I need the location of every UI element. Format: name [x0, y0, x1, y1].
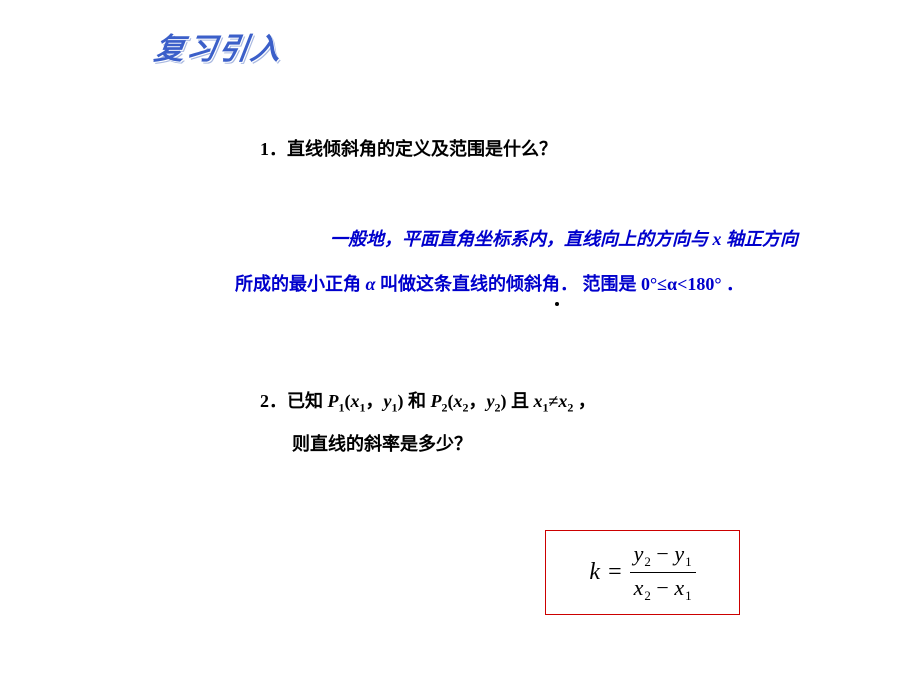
question-2-line-2: 则直线的斜率是多少？: [260, 423, 596, 466]
q2-y1: y: [384, 391, 392, 411]
q2-tail: ，: [573, 391, 596, 411]
q2-p2: P: [431, 391, 442, 411]
num-minus: −: [651, 541, 674, 566]
formula-denominator: x2 − x1: [630, 572, 696, 604]
answer-1-l2-end: ．: [722, 274, 745, 294]
answer-1-x: x: [713, 229, 722, 249]
formula-fraction: y2 − y1 x2 − x1: [630, 541, 696, 605]
q2-y2: y: [487, 391, 495, 411]
q2-x1: x: [351, 391, 360, 411]
answer-1-prefix: 一般地，平面直角坐标系内，直线向上的方向与: [330, 229, 713, 249]
center-dot: [555, 302, 559, 306]
answer-1-range: 0°≤α<180°: [641, 274, 722, 294]
q2-x2: x: [454, 391, 463, 411]
section-header: 复习引入: [152, 24, 286, 68]
q2-and: 和: [404, 391, 431, 411]
answer-1-l2-mid: 叫做这条直线的倾斜角． 范围是: [375, 274, 641, 294]
q2-p1: P: [328, 391, 339, 411]
q2-neq: ≠: [549, 391, 559, 411]
question-2: 2．已知 P1(x1，y1) 和 P2(x2，y2) 且 x1≠x2 ， 则直线…: [260, 380, 596, 466]
slope-formula: k = y2 − y1 x2 − x1: [589, 541, 695, 605]
answer-1-line-1: 一般地，平面直角坐标系内，直线向上的方向与 x 轴正方向: [330, 225, 798, 251]
formula-box: k = y2 − y1 x2 − x1: [545, 530, 740, 615]
den-x2: x: [634, 575, 644, 600]
den-x1: x: [674, 575, 684, 600]
q2-lead: 2．已知: [260, 391, 328, 411]
question-1: 1．直线倾斜角的定义及范围是什么？: [260, 135, 557, 161]
q2-qie: 且: [507, 391, 534, 411]
num-y2: y: [634, 541, 644, 566]
den-x1-sub: 1: [685, 588, 692, 603]
q2-comma1: ，: [366, 391, 384, 411]
q2-comma2: ，: [469, 391, 487, 411]
answer-1-l2-prefix: 所成的最小正角: [235, 274, 366, 294]
den-minus: −: [651, 575, 674, 600]
formula-eq: =: [608, 559, 622, 586]
formula-numerator: y2 − y1: [630, 541, 696, 572]
q2-x1b: x: [534, 391, 543, 411]
answer-1-alpha: α: [366, 274, 376, 294]
answer-1-line-2: 所成的最小正角 α 叫做这条直线的倾斜角． 范围是 0°≤α<180° ．: [235, 270, 744, 296]
num-y1: y: [674, 541, 684, 566]
question-2-line-1: 2．已知 P1(x1，y1) 和 P2(x2，y2) 且 x1≠x2 ，: [260, 380, 596, 423]
num-y1-sub: 1: [685, 554, 692, 569]
answer-1-suffix: 轴正方向: [722, 229, 799, 249]
formula-k: k: [589, 559, 600, 586]
